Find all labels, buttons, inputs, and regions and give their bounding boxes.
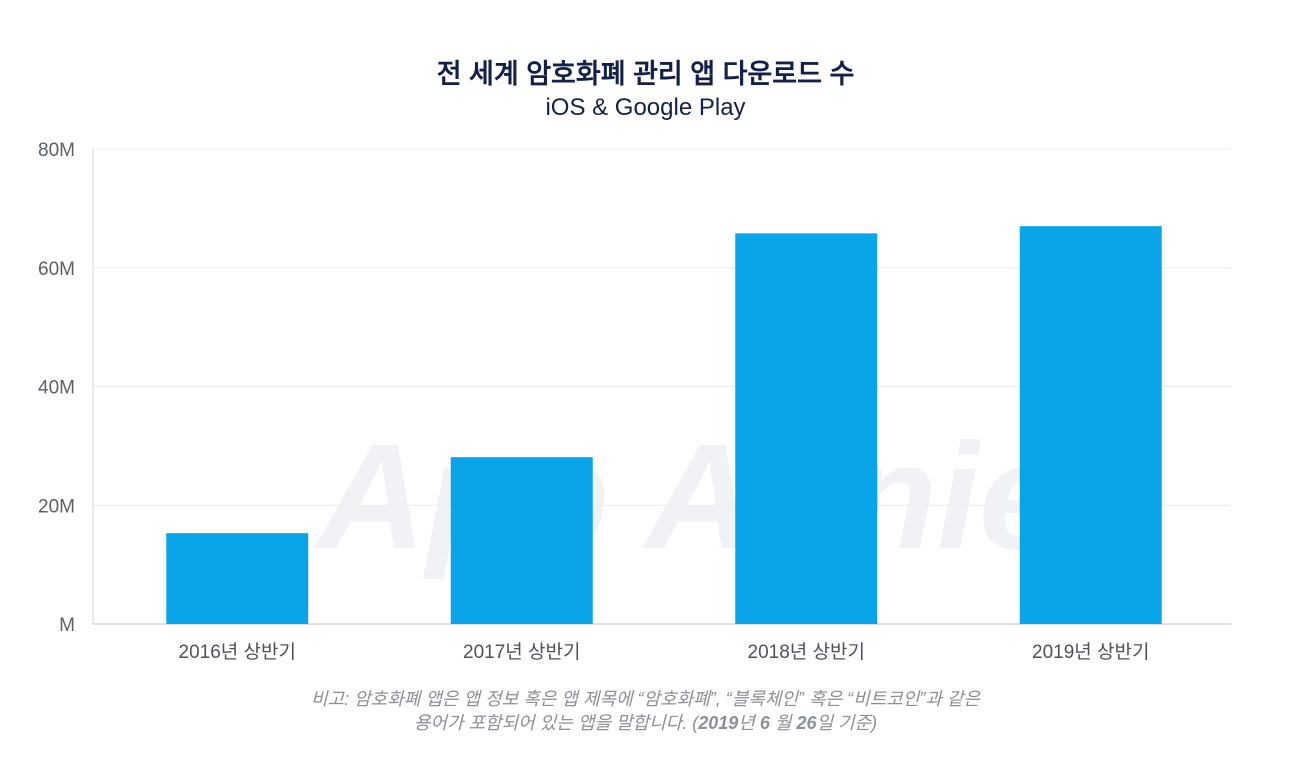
y-tick-label: 60M bbox=[38, 259, 75, 280]
footnote-line-2: 용어가 포함되어 있는 앱을 말합니다. (2019년 6 월 26일 기준) bbox=[0, 709, 1291, 735]
bars bbox=[166, 226, 1162, 624]
y-tick-label: 80M bbox=[38, 140, 75, 161]
footnote-year: 2019 bbox=[698, 713, 739, 733]
y-tick-label: 20M bbox=[38, 496, 75, 517]
chart-subtitle: iOS & Google Play bbox=[545, 94, 746, 121]
x-tick-label: 2016년 상반기 bbox=[179, 641, 296, 663]
x-tick-label: 2019년 상반기 bbox=[1032, 641, 1149, 663]
y-axis-ticks: M 20M 40M 60M 80M bbox=[38, 140, 75, 636]
bar bbox=[1019, 226, 1162, 624]
footnote-day-unit: 일 기준) bbox=[816, 713, 878, 733]
x-tick-label: 2017년 상반기 bbox=[463, 641, 580, 663]
footnote-text: 용어가 포함되어 있는 앱을 말합니다. ( bbox=[413, 713, 699, 733]
watermark-text: App Annie bbox=[314, 412, 1062, 580]
bar-chart: App Annie M 20M 40M 60M 80M 2016년 상반기 2017년 상… bbox=[38, 140, 1231, 663]
footnote-month-unit: 월 bbox=[774, 713, 792, 733]
footnote-day: 26 bbox=[796, 713, 817, 733]
bar bbox=[166, 533, 309, 624]
x-tick-label: 2018년 상반기 bbox=[748, 641, 865, 663]
y-tick-label: M bbox=[59, 615, 75, 636]
y-tick-label: 40M bbox=[38, 378, 75, 399]
footnote-month: 6 bbox=[759, 713, 770, 733]
app-annie-watermark: App Annie bbox=[314, 412, 1062, 580]
bar bbox=[735, 233, 878, 624]
chart-title: 전 세계 암호화폐 관리 앱 다운로드 수 bbox=[436, 59, 855, 89]
bar bbox=[450, 457, 593, 624]
footnote-line-1: 비고: 암호화폐 앱은 앱 정보 혹은 앱 제목에 “암호화폐”, “블록체인”… bbox=[310, 689, 980, 709]
x-axis-ticks: 2016년 상반기 2017년 상반기 2018년 상반기 2019년 상반기 bbox=[179, 641, 1150, 663]
footnote-year-unit: 년 bbox=[738, 713, 755, 733]
